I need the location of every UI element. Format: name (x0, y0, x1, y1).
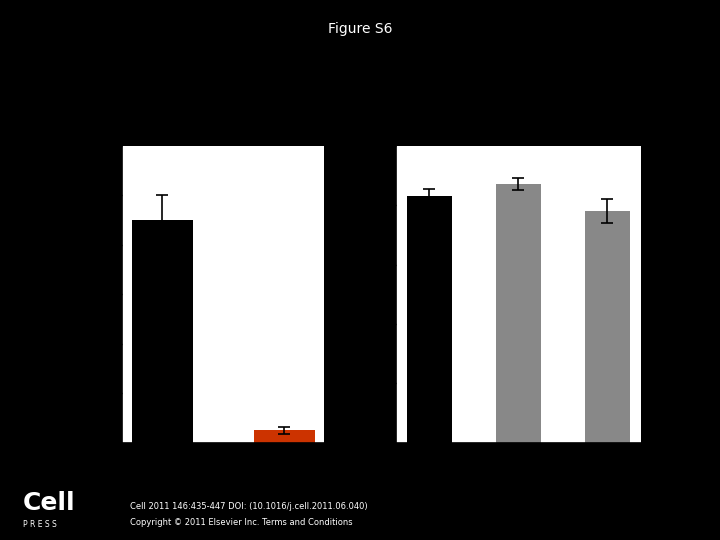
Text: Cell: Cell (23, 491, 76, 515)
Bar (496, 184, 541, 443)
Text: B: B (331, 76, 346, 94)
Bar (407, 196, 451, 443)
Text: A: A (97, 76, 112, 94)
Bar (132, 220, 193, 443)
Text: P R E S S: P R E S S (23, 521, 57, 529)
Text: Wing disc clones: Wing disc clones (141, 84, 284, 99)
Text: Copyright © 2011 Elsevier Inc. Terms and Conditions: Copyright © 2011 Elsevier Inc. Terms and… (130, 518, 352, 528)
Y-axis label: Cells per clone: Cells per clone (359, 253, 369, 335)
Bar (253, 430, 315, 443)
Bar (585, 211, 630, 443)
Text: Cell 2011 146:435-447 DOI: (10.1016/j.cell.2011.06.040): Cell 2011 146:435-447 DOI: (10.1016/j.ce… (130, 502, 367, 511)
Text: Figure S6: Figure S6 (328, 22, 392, 36)
Y-axis label: GFP⁻ / GFP⁺ pixels: GFP⁻ / GFP⁺ pixels (81, 244, 91, 345)
Text: CNS neuroblast clones: CNS neuroblast clones (411, 84, 604, 99)
